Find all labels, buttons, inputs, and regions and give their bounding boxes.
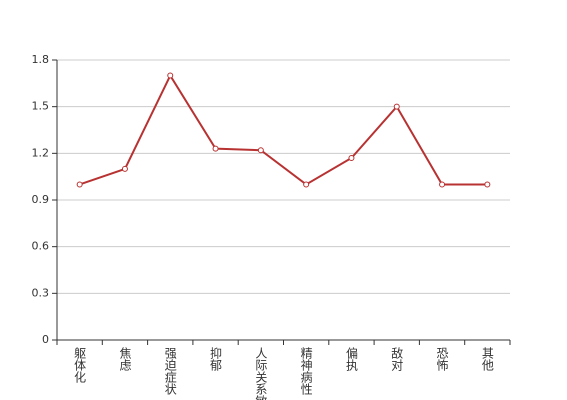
point xyxy=(484,181,491,188)
x-tick-label: 精神病性 xyxy=(299,347,313,396)
y-tick-label: 1.2 xyxy=(32,146,50,159)
point xyxy=(393,103,400,110)
y-tick-label: 0.9 xyxy=(32,193,50,206)
point xyxy=(303,181,310,188)
x-tick-label: 抑郁 xyxy=(209,346,223,372)
x-tick-label: 偏执 xyxy=(344,346,358,372)
line xyxy=(79,73,488,186)
x-tick-label: 焦虑 xyxy=(118,347,132,371)
y-tick-label: 0.3 xyxy=(32,286,50,299)
point xyxy=(348,155,355,161)
y-tick-label: 1.5 xyxy=(32,100,50,113)
point xyxy=(257,147,264,154)
x-tick-label: 强迫症状 xyxy=(163,347,177,395)
y-tick-label: 0 xyxy=(42,333,49,346)
point xyxy=(212,145,219,152)
point xyxy=(121,165,128,172)
x-tick-label: 恐怖 xyxy=(435,347,449,371)
x-tick-label: 人际关系敏感 xyxy=(254,347,268,400)
y-tick-label: 1.8 xyxy=(32,53,50,66)
x-tick-label: 其他 xyxy=(480,347,494,371)
x-tick-label: 敌对 xyxy=(390,346,404,371)
x-tick-label: 躯体化 xyxy=(73,346,87,384)
point xyxy=(76,181,83,188)
point xyxy=(439,181,446,188)
point xyxy=(167,72,174,79)
y-tick-label: 0.6 xyxy=(32,240,50,253)
